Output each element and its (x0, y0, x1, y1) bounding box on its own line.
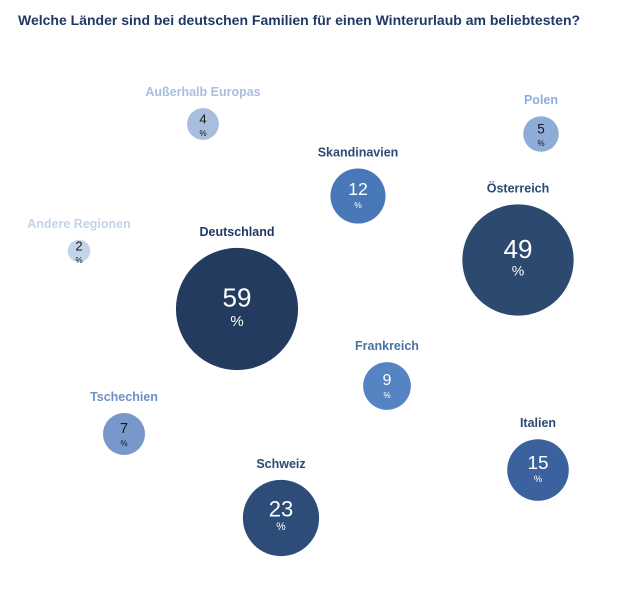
bubble-label-9: Schweiz (256, 457, 305, 471)
bubble-value-8: 15 (527, 453, 548, 474)
bubble-unit-7: % (120, 439, 127, 448)
bubble-group-9: 23% Schweiz (242, 457, 320, 557)
bubble-group-4: 2% Andere Regionen (27, 217, 131, 265)
bubble-label-0: Außerhalb Europas (145, 85, 260, 99)
bubble-0 (187, 108, 219, 140)
chart-title: Welche Länder sind bei deutschen Familie… (18, 12, 581, 28)
bubble-unit-8: % (534, 474, 542, 484)
bubble-group-6: 9% Frankreich (355, 339, 419, 410)
bubble-group-2: 12% Skandinavien (318, 145, 399, 224)
bubble-label-2: Skandinavien (318, 145, 399, 159)
bubble-6 (363, 362, 411, 410)
bubble-4 (67, 239, 91, 263)
bubble-3 (462, 204, 574, 316)
bubble-value-6: 9 (383, 372, 392, 389)
bubble-group-0: 4% Außerhalb Europas (145, 85, 261, 140)
bubble-value-7: 7 (120, 421, 128, 437)
bubble-9 (242, 479, 320, 557)
bubble-value-9: 23 (269, 496, 293, 521)
bubble-group-7: 7% Tschechien (90, 390, 158, 456)
bubble-unit-4: % (75, 256, 82, 265)
bubble-7 (102, 412, 146, 456)
bubble-group-5: 59% Deutschland (175, 225, 299, 371)
bubble-label-5: Deutschland (199, 225, 274, 239)
bubble-label-6: Frankreich (355, 339, 419, 353)
bubble-value-3: 49 (504, 234, 533, 264)
bubble-value-1: 5 (537, 121, 545, 136)
bubble-5 (175, 247, 299, 371)
bubble-unit-6: % (383, 391, 390, 400)
bubble-unit-1: % (537, 139, 544, 148)
bubble-unit-3: % (512, 263, 525, 279)
bubble-label-1: Polen (524, 93, 558, 107)
bubble-value-2: 12 (348, 179, 368, 199)
bubble-label-8: Italien (520, 416, 556, 430)
bubble-2 (330, 168, 386, 224)
bubble-group-3: 49% Österreich (462, 180, 574, 316)
bubble-1 (523, 116, 559, 152)
bubble-label-4: Andere Regionen (27, 217, 131, 231)
bubble-group-1: 5% Polen (523, 93, 559, 152)
bubble-value-5: 59 (223, 283, 252, 313)
bubble-unit-9: % (276, 521, 286, 533)
bubble-unit-2: % (354, 200, 362, 210)
bubble-value-4: 2 (75, 239, 82, 254)
bubble-8 (507, 439, 569, 501)
bubble-value-0: 4 (199, 111, 206, 126)
bubble-label-3: Österreich (487, 180, 550, 195)
bubble-unit-5: % (230, 313, 243, 330)
bubble-label-7: Tschechien (90, 390, 158, 404)
bubble-group-8: 15% Italien (507, 416, 569, 501)
bubble-unit-0: % (199, 129, 206, 138)
